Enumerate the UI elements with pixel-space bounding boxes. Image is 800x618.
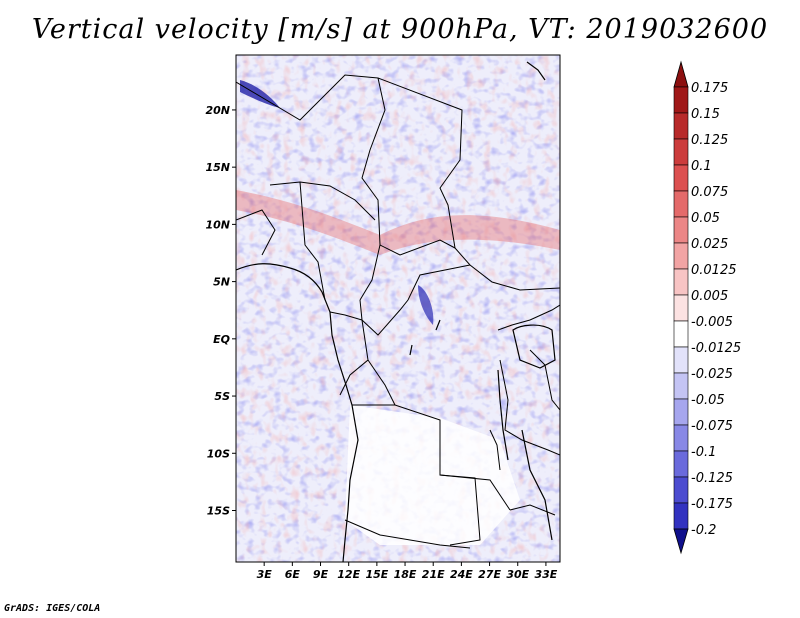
latitude-axis: 20N 15N 10N 5N EQ 5S 10S 15S <box>205 104 236 517</box>
colorbar-swatch <box>673 242 689 270</box>
colorbar-swatch <box>673 112 689 140</box>
grads-credit: GrADS: IGES/COLA <box>4 603 101 614</box>
colorbar-swatch <box>673 502 689 530</box>
colorbar-swatch <box>673 294 689 322</box>
colorbar-top-arrow <box>673 60 689 88</box>
lat-tick-label: 10S <box>207 447 230 460</box>
colorbar-swatch <box>673 398 689 426</box>
colorbar-level-label: 0.025 <box>691 237 728 252</box>
colorbar-swatch <box>673 268 689 296</box>
colorbar-level-label: 0.0125 <box>691 263 737 278</box>
lat-tick-label: 5S <box>214 390 230 403</box>
lat-tick-label: 15N <box>205 161 230 174</box>
colorbar: 0.175 0.15 0.125 0.1 0.075 0.05 0.025 0.0125 0.0… <box>673 60 741 555</box>
colorbar-swatch <box>673 216 689 244</box>
colorbar-level-label: -0.0125 <box>691 341 741 356</box>
lat-tick-label: 15S <box>207 504 230 517</box>
colorbar-level-label: -0.025 <box>691 367 733 382</box>
country-borders <box>236 74 560 549</box>
velocity-field <box>236 55 560 562</box>
map-frame <box>235 54 561 563</box>
lat-tick-label: EQ <box>213 333 230 346</box>
colorbar-level-label: 0.075 <box>691 185 728 200</box>
lon-tick-label: 9E <box>313 568 329 581</box>
lat-tick-label: 5N <box>213 276 230 289</box>
lon-tick-label: 3E <box>257 568 273 581</box>
lon-tick-label: 18E <box>394 568 417 581</box>
colorbar-level-label: -0.05 <box>691 393 725 408</box>
map-title: Vertical velocity [m/s] at 900hPa, VT: 2… <box>31 14 769 45</box>
lon-tick-label: 24E <box>450 568 473 581</box>
lon-tick-label: 33E <box>534 568 557 581</box>
colorbar-bottom-arrow <box>673 528 689 555</box>
colorbar-level-label: 0.1 <box>691 159 712 174</box>
colorbar-level-label: -0.1 <box>691 445 716 460</box>
colorbar-swatch <box>673 424 689 452</box>
lon-tick-label: 27E <box>478 568 501 581</box>
colorbar-swatch <box>673 190 689 218</box>
colorbar-swatch <box>673 346 689 374</box>
colorbar-level-label: 0.15 <box>691 107 720 122</box>
colorbar-level-label: -0.2 <box>691 523 716 538</box>
longitude-axis: 3E 6E 9E 12E 15E 18E 21E 24E 27E 30E 33E <box>257 562 558 581</box>
lat-tick-label: 20N <box>205 104 230 117</box>
lon-tick-label: 15E <box>365 568 388 581</box>
colorbar-swatch <box>673 138 689 166</box>
colorbar-level-label: -0.125 <box>691 471 733 486</box>
lon-tick-label: 21E <box>422 568 445 581</box>
colorbar-level-label: -0.005 <box>691 315 733 330</box>
colorbar-swatch <box>673 372 689 400</box>
colorbar-level-label: -0.175 <box>691 497 733 512</box>
colorbar-level-label: 0.175 <box>691 81 728 96</box>
lon-tick-label: 30E <box>506 568 529 581</box>
colorbar-swatch <box>673 450 689 478</box>
colorbar-level-label: 0.125 <box>691 133 728 148</box>
lon-tick-label: 6E <box>285 568 301 581</box>
lon-tick-label: 12E <box>337 568 360 581</box>
colorbar-swatch <box>673 164 689 192</box>
colorbar-level-label: 0.05 <box>691 211 720 226</box>
colorbar-level-label: -0.075 <box>691 419 733 434</box>
lat-tick-label: 10N <box>205 218 230 231</box>
colorbar-level-label: 0.005 <box>691 289 728 304</box>
colorbar-swatch <box>673 476 689 504</box>
coastline <box>236 61 556 562</box>
colorbar-swatch <box>673 320 689 348</box>
colorbar-swatch <box>673 86 689 114</box>
